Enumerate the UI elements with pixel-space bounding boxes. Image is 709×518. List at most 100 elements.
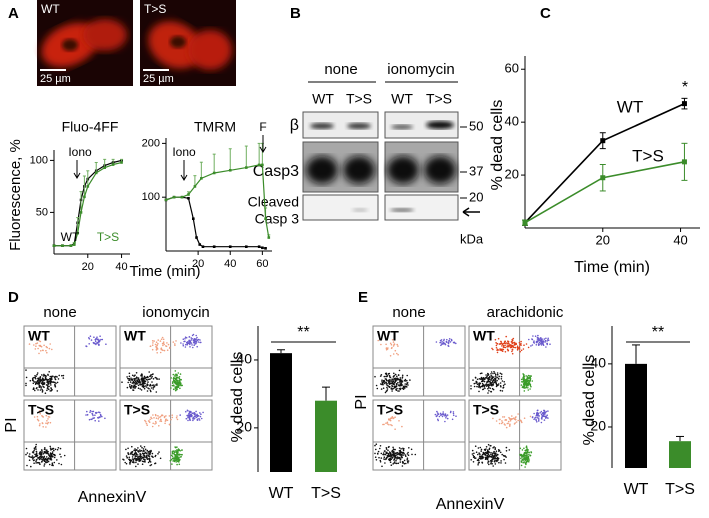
y-tick-label: 20 — [505, 167, 519, 182]
flow-event — [143, 387, 146, 390]
flow-event — [141, 446, 143, 449]
flow-event — [32, 457, 35, 459]
flow-event — [442, 413, 444, 415]
flow-event — [189, 341, 192, 343]
flow-event — [135, 457, 138, 460]
flow-event — [530, 345, 532, 347]
flow-event — [49, 447, 52, 450]
flow-event — [531, 380, 534, 382]
flow-event — [390, 455, 392, 458]
flow-event — [37, 419, 40, 422]
flow-event — [479, 372, 482, 375]
marker-label: 37 — [469, 163, 483, 178]
flow-event — [135, 453, 138, 456]
flow-event — [437, 419, 440, 422]
flow-event — [97, 417, 100, 419]
flow-event — [56, 381, 59, 384]
flow-event — [140, 445, 142, 447]
flow-event — [28, 455, 30, 458]
flow-event — [384, 453, 387, 456]
flow-event — [518, 347, 520, 350]
flow-event — [135, 465, 137, 468]
flow-event — [171, 382, 174, 385]
flow-event — [509, 344, 512, 346]
flow-event — [390, 424, 392, 426]
flow-event — [141, 463, 144, 466]
flow-event — [179, 450, 181, 452]
flow-event — [388, 453, 390, 455]
flow-event — [384, 462, 386, 464]
flow-event — [42, 385, 44, 388]
flow-event — [478, 452, 480, 454]
flow-event — [176, 379, 178, 382]
flow-event — [129, 381, 132, 383]
flow-event — [393, 448, 395, 451]
data-point — [261, 163, 264, 167]
row-label: Cleaved — [248, 194, 299, 210]
flow-event — [141, 378, 144, 380]
flow-event — [380, 452, 383, 455]
flow-event — [385, 422, 387, 425]
flow-event — [40, 386, 42, 388]
flow-event — [35, 342, 37, 345]
lane-label: T>S — [346, 91, 372, 107]
flow-event — [501, 420, 503, 422]
flow-event — [41, 456, 44, 458]
flow-event — [34, 389, 36, 392]
flow-event — [143, 446, 146, 448]
flow-event — [170, 377, 172, 379]
flow-event — [478, 390, 480, 393]
flow-event — [392, 345, 395, 347]
flow-event — [188, 339, 190, 342]
flow-event — [134, 448, 136, 450]
significance: ** — [297, 324, 309, 341]
plot-title: Fluo-4FF — [62, 119, 119, 135]
plot-title: TMRM — [194, 119, 236, 135]
data-point — [267, 236, 271, 239]
flow-event — [149, 345, 152, 348]
flow-event — [386, 382, 388, 385]
flow-event — [527, 456, 529, 459]
flow-event — [55, 375, 57, 378]
data-point — [103, 166, 106, 169]
flow-event — [380, 388, 383, 390]
flow-event — [174, 370, 177, 372]
flow-event — [379, 447, 381, 450]
flow-event — [494, 372, 496, 375]
data-point — [61, 244, 64, 247]
flow-plot — [372, 325, 466, 397]
flow-event — [150, 390, 152, 393]
data-point — [180, 195, 184, 199]
flow-event — [162, 341, 165, 343]
flow-event — [132, 378, 134, 380]
flow-event — [536, 415, 539, 417]
flow-event — [397, 353, 399, 356]
flow-event — [495, 342, 497, 344]
flow-event — [158, 378, 160, 380]
flow-event — [448, 338, 451, 340]
flow-event — [129, 379, 131, 381]
flow-event — [196, 419, 199, 421]
flow-event — [505, 426, 508, 429]
flow-event — [408, 447, 410, 449]
flow-event — [491, 387, 494, 390]
flow-event — [533, 412, 535, 415]
flow-event — [502, 416, 504, 418]
flow-event — [51, 464, 53, 467]
flow-event — [499, 385, 502, 387]
flow-event — [400, 382, 403, 384]
flow-event — [98, 343, 100, 346]
flow-event — [540, 413, 543, 416]
flow-event — [51, 348, 53, 351]
flow-event — [403, 379, 406, 382]
flow-event — [480, 376, 483, 379]
flow-event — [452, 411, 455, 413]
flow-event — [142, 454, 145, 456]
flow-event — [35, 448, 37, 450]
x-axis-label: AnnexinV — [436, 496, 505, 513]
flow-event — [159, 420, 161, 422]
flow-event — [48, 388, 50, 391]
bar — [669, 441, 691, 468]
flow-event — [527, 458, 529, 461]
flow-plot — [468, 325, 562, 397]
